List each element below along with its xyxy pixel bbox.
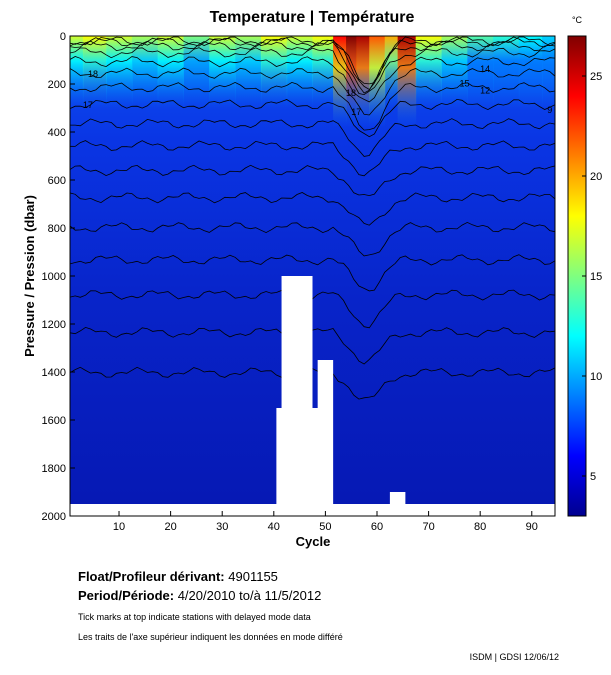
missing-data-region <box>291 276 303 300</box>
isotherm-8 <box>70 192 555 226</box>
missing-data-region <box>286 300 313 408</box>
y-tick-label: 2000 <box>42 511 66 523</box>
surface-column <box>106 36 133 108</box>
surface-column <box>518 36 543 108</box>
isotherm-16 <box>70 47 555 96</box>
y-tick-label: 0 <box>60 31 66 43</box>
isotherm-15 <box>70 56 555 103</box>
colorbar-tick-label: 20 <box>590 171 602 183</box>
isotherm-contours <box>70 36 555 400</box>
surface-column <box>397 36 417 128</box>
contour-label: 18 <box>88 69 98 79</box>
x-tick-label: 70 <box>422 521 434 533</box>
y-tick-label: 400 <box>48 127 66 139</box>
colorbar-tick-label: 25 <box>590 71 602 83</box>
y-tick-label: 600 <box>48 175 66 187</box>
isotherm-6 <box>70 254 555 292</box>
y-tick-label: 1600 <box>42 415 66 427</box>
x-tick-label: 10 <box>113 521 125 533</box>
chart-title: Temperature | Température <box>210 9 415 26</box>
x-tick-label: 90 <box>526 521 538 533</box>
contour-labels: 18 17 18 17 14 15 12 9 <box>83 64 552 117</box>
x-tick-label: 60 <box>371 521 383 533</box>
colorbar: °C 5 10 15 20 25 <box>567 15 602 517</box>
contour-label: 18 <box>346 88 356 98</box>
missing-data-region <box>70 504 555 516</box>
y-tick-label: 1200 <box>42 319 66 331</box>
surface-column <box>312 36 334 108</box>
missing-data-region <box>317 360 334 516</box>
isotherm-9 <box>70 164 555 197</box>
float-label: Float/Profileur dérivant: <box>78 569 225 584</box>
surface-column <box>493 36 520 108</box>
y-tick-label: 1800 <box>42 463 66 475</box>
surface-column <box>209 36 236 108</box>
isotherm-12 <box>70 98 555 138</box>
y-tick-label: 1400 <box>42 367 66 379</box>
period-label: Period/Période: <box>78 588 175 603</box>
colorbar-ticks: 5 10 15 20 25 <box>582 71 602 483</box>
surface-column <box>346 36 357 128</box>
credit-stamp: ISDM | GDSI 12/06/12 <box>469 652 559 662</box>
isotherm-14 <box>70 67 555 116</box>
surface-column <box>384 36 399 108</box>
surface-column <box>286 36 313 108</box>
x-axis-label: Cycle <box>296 534 331 549</box>
contour-label: 9 <box>547 105 552 115</box>
period-value: 4/20/2010 to/à 11/5/2012 <box>177 588 322 603</box>
colorbar-tick-label: 15 <box>590 271 602 283</box>
surface-column <box>542 36 555 108</box>
isotherm-11 <box>70 118 555 157</box>
contour-label: 15 <box>460 78 470 88</box>
y-tick-label: 800 <box>48 223 66 235</box>
float-row: Float/Profileur dérivant: 4901155 <box>78 569 321 584</box>
x-tick-label: 30 <box>216 521 228 533</box>
x-axis: 10 20 30 40 50 60 70 80 90 <box>113 511 538 533</box>
float-info: Float/Profileur dérivant: 4901155 Period… <box>78 569 321 603</box>
surface-column <box>369 36 386 128</box>
y-tick-label: 200 <box>48 79 66 91</box>
surface-column <box>82 36 107 108</box>
x-tick-label: 50 <box>319 521 331 533</box>
y-axis: 0 200 400 600 800 1000 1200 1400 1600 1800 2000 <box>42 31 75 523</box>
x-tick-label: 80 <box>474 521 486 533</box>
surface-column <box>415 36 442 108</box>
colorbar-tick-label: 10 <box>590 371 602 383</box>
isotherm-10 <box>70 140 555 177</box>
missing-data-region <box>276 408 323 516</box>
contour-label: 14 <box>480 64 490 74</box>
missing-data-regions <box>70 276 555 516</box>
isotherm-7 <box>70 221 555 257</box>
period-row: Period/Période: 4/20/2010 to/à 11/5/2012 <box>78 588 321 603</box>
plot-area: 18 17 18 17 14 15 12 9 <box>70 36 555 516</box>
surface-column <box>131 36 159 108</box>
y-tick-label: 1000 <box>42 271 66 283</box>
note-french: Les traits de l'axe supérieur indiquent … <box>78 632 343 642</box>
isotherm-13 <box>70 81 555 131</box>
contour-label: 12 <box>480 86 490 96</box>
colorbar-unit: °C <box>572 15 583 25</box>
y-axis-label: Pressure / Pression (dbar) <box>22 195 37 357</box>
surface-column <box>441 36 468 108</box>
note-english: Tick marks at top indicate stations with… <box>78 612 311 622</box>
float-id: 4901155 <box>228 569 278 584</box>
x-tick-label: 40 <box>268 521 280 533</box>
isotherm-17 <box>70 40 555 94</box>
colorbar-tick-label: 5 <box>590 471 596 483</box>
surface-column <box>260 36 288 108</box>
contour-label: 17 <box>351 107 361 117</box>
surface-column <box>356 36 370 128</box>
contour-label: 17 <box>83 100 93 110</box>
x-tick-label: 20 <box>164 521 176 533</box>
surface-column <box>235 36 262 108</box>
